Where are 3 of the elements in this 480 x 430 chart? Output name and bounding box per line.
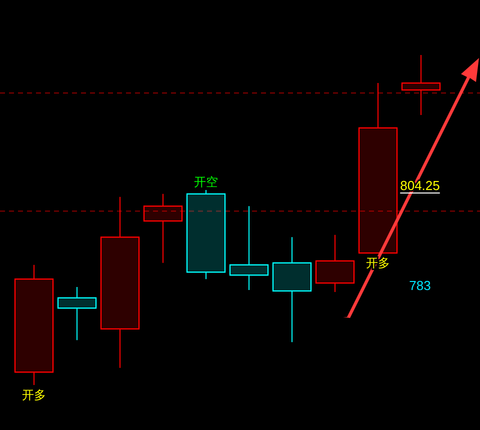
annotation: 783 xyxy=(409,278,431,293)
annotation: 开空 xyxy=(194,174,218,189)
annotation: 开多 xyxy=(22,388,46,402)
